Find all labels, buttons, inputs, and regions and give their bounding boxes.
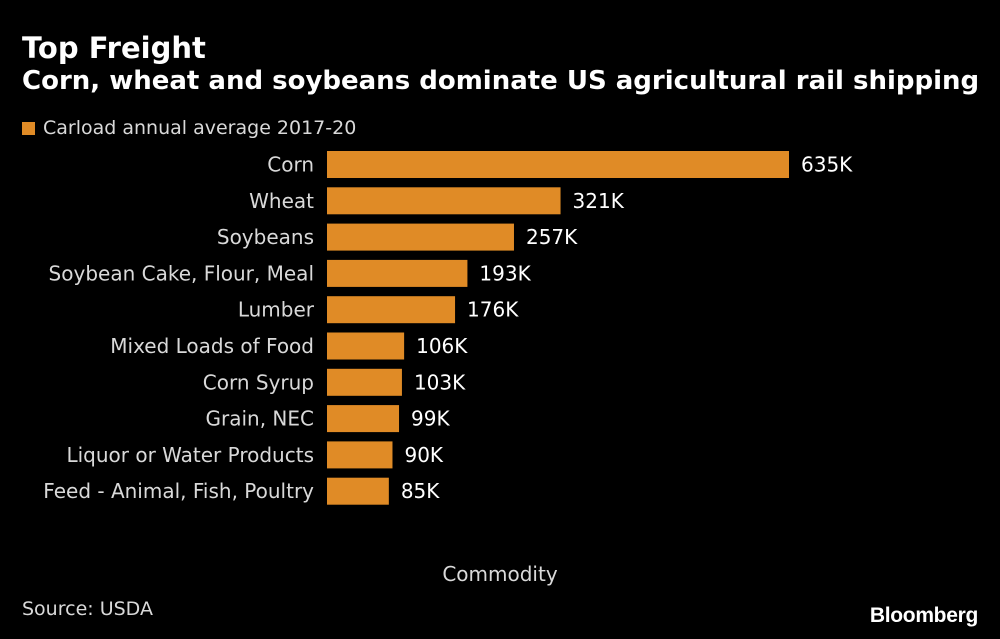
- bloomberg-logo: Bloomberg: [869, 604, 978, 627]
- source-note: Source: USDA: [22, 598, 153, 620]
- legend: Carload annual average 2017-20: [22, 117, 356, 139]
- value-label: 103K: [414, 370, 466, 394]
- value-label: 176K: [467, 298, 519, 322]
- value-label: 90K: [404, 443, 443, 467]
- bar: [327, 441, 393, 469]
- value-label: 85K: [401, 479, 440, 503]
- value-label: 193K: [479, 261, 531, 285]
- category-label: Soybean Cake, Flour, Meal: [49, 261, 314, 285]
- category-label: Corn Syrup: [203, 370, 314, 394]
- x-axis-label: Commodity: [442, 562, 558, 586]
- category-label: Lumber: [238, 298, 315, 322]
- category-label: Feed - Animal, Fish, Poultry: [43, 479, 314, 503]
- chart-subtitle: Corn, wheat and soybeans dominate US agr…: [22, 66, 980, 96]
- category-label: Soybeans: [217, 225, 314, 249]
- value-label: 257K: [526, 225, 578, 249]
- category-label: Wheat: [249, 189, 314, 213]
- bar: [327, 477, 389, 505]
- category-label: Liquor or Water Products: [66, 443, 314, 467]
- bar: [327, 332, 405, 360]
- category-label: Mixed Loads of Food: [110, 334, 314, 358]
- bar: [327, 259, 468, 287]
- bar-chart: Corn 635K Wheat 321K Soybeans 257K Soybean Cak…: [43, 151, 853, 505]
- chart-title: Top Freight: [22, 31, 206, 65]
- value-label: 635K: [801, 153, 853, 177]
- bar: [327, 187, 561, 215]
- value-label: 106K: [416, 334, 468, 358]
- bar: [327, 151, 789, 178]
- legend-swatch: [22, 121, 35, 135]
- value-label: 99K: [411, 407, 450, 431]
- bar: [327, 405, 400, 433]
- category-label: Grain, NEC: [206, 407, 315, 431]
- legend-label: Carload annual average 2017-20: [43, 117, 357, 139]
- bar: [327, 368, 402, 396]
- value-label: 321K: [573, 189, 625, 213]
- bar: [327, 296, 456, 324]
- category-label: Corn: [267, 153, 314, 177]
- bar: [327, 223, 514, 251]
